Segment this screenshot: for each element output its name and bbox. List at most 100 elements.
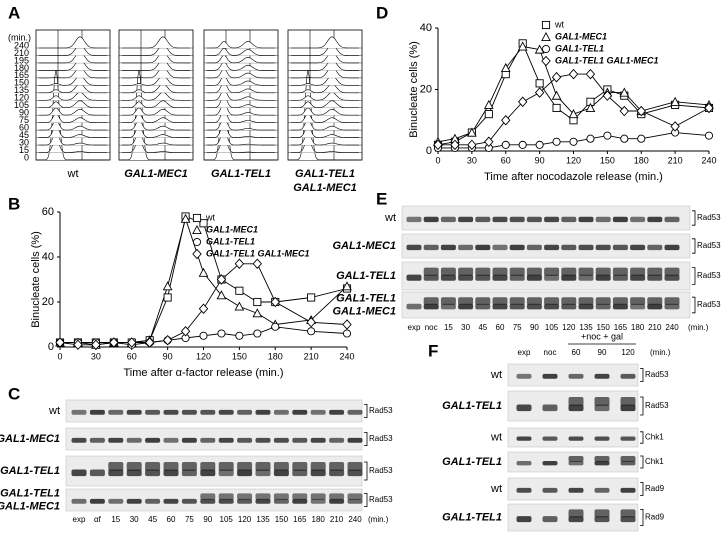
- histogram-trace: [207, 109, 275, 123]
- genotype-label: GAL1-TEL1: [0, 487, 60, 499]
- histogram-trace: [39, 100, 107, 109]
- band: [516, 516, 532, 523]
- histogram-trace: [122, 51, 190, 64]
- series-line: [60, 217, 348, 346]
- legend-label: wt: [205, 212, 215, 222]
- band: [163, 462, 179, 471]
- bracket: [640, 482, 644, 496]
- bracket: [692, 296, 696, 314]
- band: [516, 487, 532, 493]
- genotype-label: GAL1-TEL1: [442, 456, 502, 468]
- band: [440, 297, 456, 305]
- band: [544, 297, 560, 305]
- band: [647, 216, 663, 223]
- band: [145, 498, 161, 504]
- histogram-trace: [291, 83, 359, 94]
- marker-diamond: [585, 68, 596, 80]
- band: [292, 409, 308, 415]
- panel-letter: D: [376, 3, 388, 22]
- lane-label: 210: [330, 515, 344, 524]
- marker-circle: [235, 331, 244, 340]
- protein-label: Rad9: [645, 513, 665, 522]
- time-label: 60: [19, 123, 29, 133]
- lane-label: 60: [496, 323, 505, 332]
- band: [612, 244, 628, 251]
- marker-triangle: [192, 224, 202, 235]
- bracket: [364, 493, 368, 507]
- band: [292, 493, 308, 500]
- band: [509, 297, 525, 305]
- band: [526, 303, 542, 310]
- bracket: [640, 509, 644, 526]
- marker-triangle: [551, 90, 562, 100]
- band: [218, 498, 234, 504]
- band: [509, 267, 525, 276]
- histogram-trace: [122, 131, 190, 146]
- marker-triangle: [467, 127, 477, 137]
- marker-diamond: [109, 337, 119, 348]
- band: [440, 244, 456, 251]
- band: [620, 487, 636, 493]
- marker-triangle: [517, 41, 528, 51]
- band: [595, 216, 611, 223]
- histogram-trace: [207, 116, 275, 131]
- time-label: 195: [14, 55, 29, 65]
- band: [237, 498, 253, 504]
- band: [542, 516, 558, 523]
- band: [108, 469, 124, 477]
- band: [542, 373, 558, 379]
- band: [423, 274, 439, 281]
- histogram-trace: [291, 36, 359, 49]
- lane-label: exp: [408, 323, 421, 332]
- marker-triangle: [534, 44, 545, 54]
- x-tick-label: 210: [304, 351, 319, 361]
- histogram-trace: [39, 58, 107, 71]
- band: [126, 462, 142, 471]
- band: [423, 303, 439, 310]
- marker-circle: [192, 237, 202, 247]
- band: [89, 437, 105, 443]
- histogram-trace: [39, 51, 107, 64]
- histogram-trace: [291, 91, 359, 101]
- band: [163, 469, 179, 477]
- band: [647, 244, 663, 251]
- histogram-trace: [207, 95, 275, 108]
- band: [578, 297, 594, 305]
- protein-label: Rad9: [645, 484, 665, 493]
- band: [273, 437, 289, 443]
- band: [578, 274, 594, 281]
- protein-label: Rad53: [369, 406, 393, 415]
- time-label: 120: [14, 93, 29, 103]
- marker-diamond: [73, 339, 83, 351]
- band: [347, 409, 363, 415]
- band: [568, 509, 584, 518]
- marker-diamond: [670, 121, 680, 132]
- x-tick-label: 120: [566, 155, 581, 165]
- lane-label: 90: [598, 348, 607, 357]
- band: [255, 437, 271, 443]
- band: [406, 216, 422, 223]
- band: [509, 274, 525, 281]
- histogram-trace: [122, 107, 190, 116]
- band: [329, 469, 345, 477]
- band: [475, 274, 491, 281]
- marker-square: [307, 293, 316, 302]
- time-label: 210: [14, 48, 29, 58]
- marker-triangle: [162, 281, 173, 291]
- lane-label: 75: [185, 515, 194, 524]
- band: [89, 498, 105, 504]
- histogram-trace: [122, 83, 190, 94]
- legend-label: wt: [554, 19, 564, 29]
- marker-square: [535, 79, 544, 88]
- x-tick-label: 240: [339, 351, 354, 361]
- lane-label: 15: [444, 323, 453, 332]
- histogram-trace: [122, 66, 190, 79]
- band: [647, 297, 663, 305]
- band: [664, 303, 680, 310]
- bracket: [640, 396, 644, 416]
- bracket: [640, 431, 644, 444]
- panel-letter: C: [8, 384, 20, 403]
- lane-label: 135: [579, 323, 593, 332]
- marker-triangle: [198, 267, 209, 277]
- band: [440, 267, 456, 276]
